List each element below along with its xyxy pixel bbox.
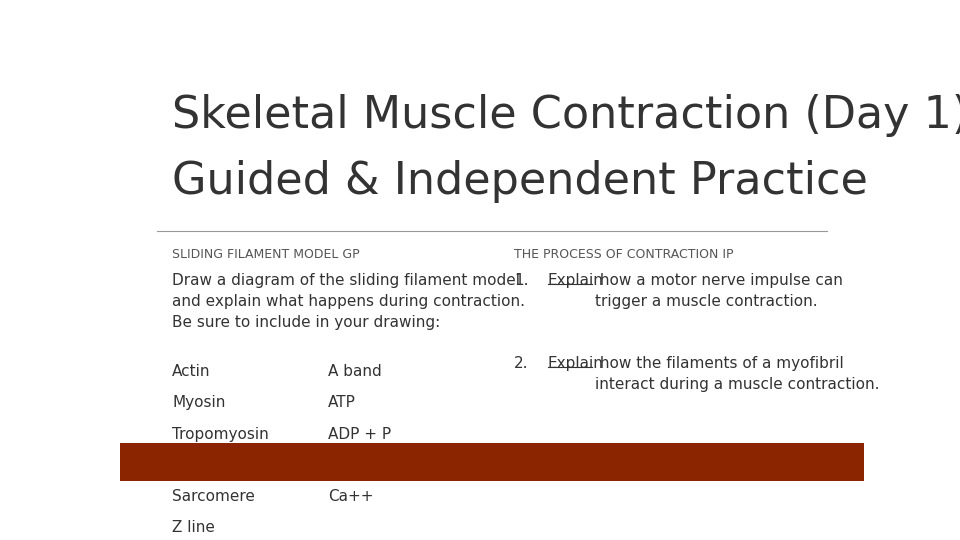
Text: Explain: Explain	[548, 273, 604, 288]
Text: Ca++: Ca++	[328, 489, 373, 504]
Text: SLIDING FILAMENT MODEL GP: SLIDING FILAMENT MODEL GP	[172, 248, 360, 261]
Text: A band: A band	[328, 364, 382, 379]
Text: Troponin: Troponin	[172, 458, 237, 472]
FancyBboxPatch shape	[120, 443, 864, 481]
Text: Guided & Independent Practice: Guided & Independent Practice	[172, 160, 868, 204]
Text: how the filaments of a myofibril
interact during a muscle contraction.: how the filaments of a myofibril interac…	[594, 356, 879, 392]
Text: Explain: Explain	[548, 356, 604, 371]
Text: Z line: Z line	[172, 520, 215, 535]
Text: ATP: ATP	[328, 395, 356, 410]
Text: ADP + P: ADP + P	[328, 427, 392, 442]
Text: Myosin: Myosin	[172, 395, 226, 410]
Text: how a motor nerve impulse can
trigger a muscle contraction.: how a motor nerve impulse can trigger a …	[594, 273, 843, 309]
Text: THE PROCESS OF CONTRACTION IP: THE PROCESS OF CONTRACTION IP	[515, 248, 733, 261]
Text: Draw a diagram of the sliding filament model
and explain what happens during con: Draw a diagram of the sliding filament m…	[172, 273, 525, 330]
Text: Cross-Bridges: Cross-Bridges	[328, 458, 434, 472]
Text: 2.: 2.	[515, 356, 529, 371]
Text: 1.: 1.	[515, 273, 529, 288]
Text: Sarcomere: Sarcomere	[172, 489, 255, 504]
Text: Skeletal Muscle Contraction (Day 1): Skeletal Muscle Contraction (Day 1)	[172, 94, 960, 137]
Text: Actin: Actin	[172, 364, 210, 379]
Text: Tropomyosin: Tropomyosin	[172, 427, 269, 442]
